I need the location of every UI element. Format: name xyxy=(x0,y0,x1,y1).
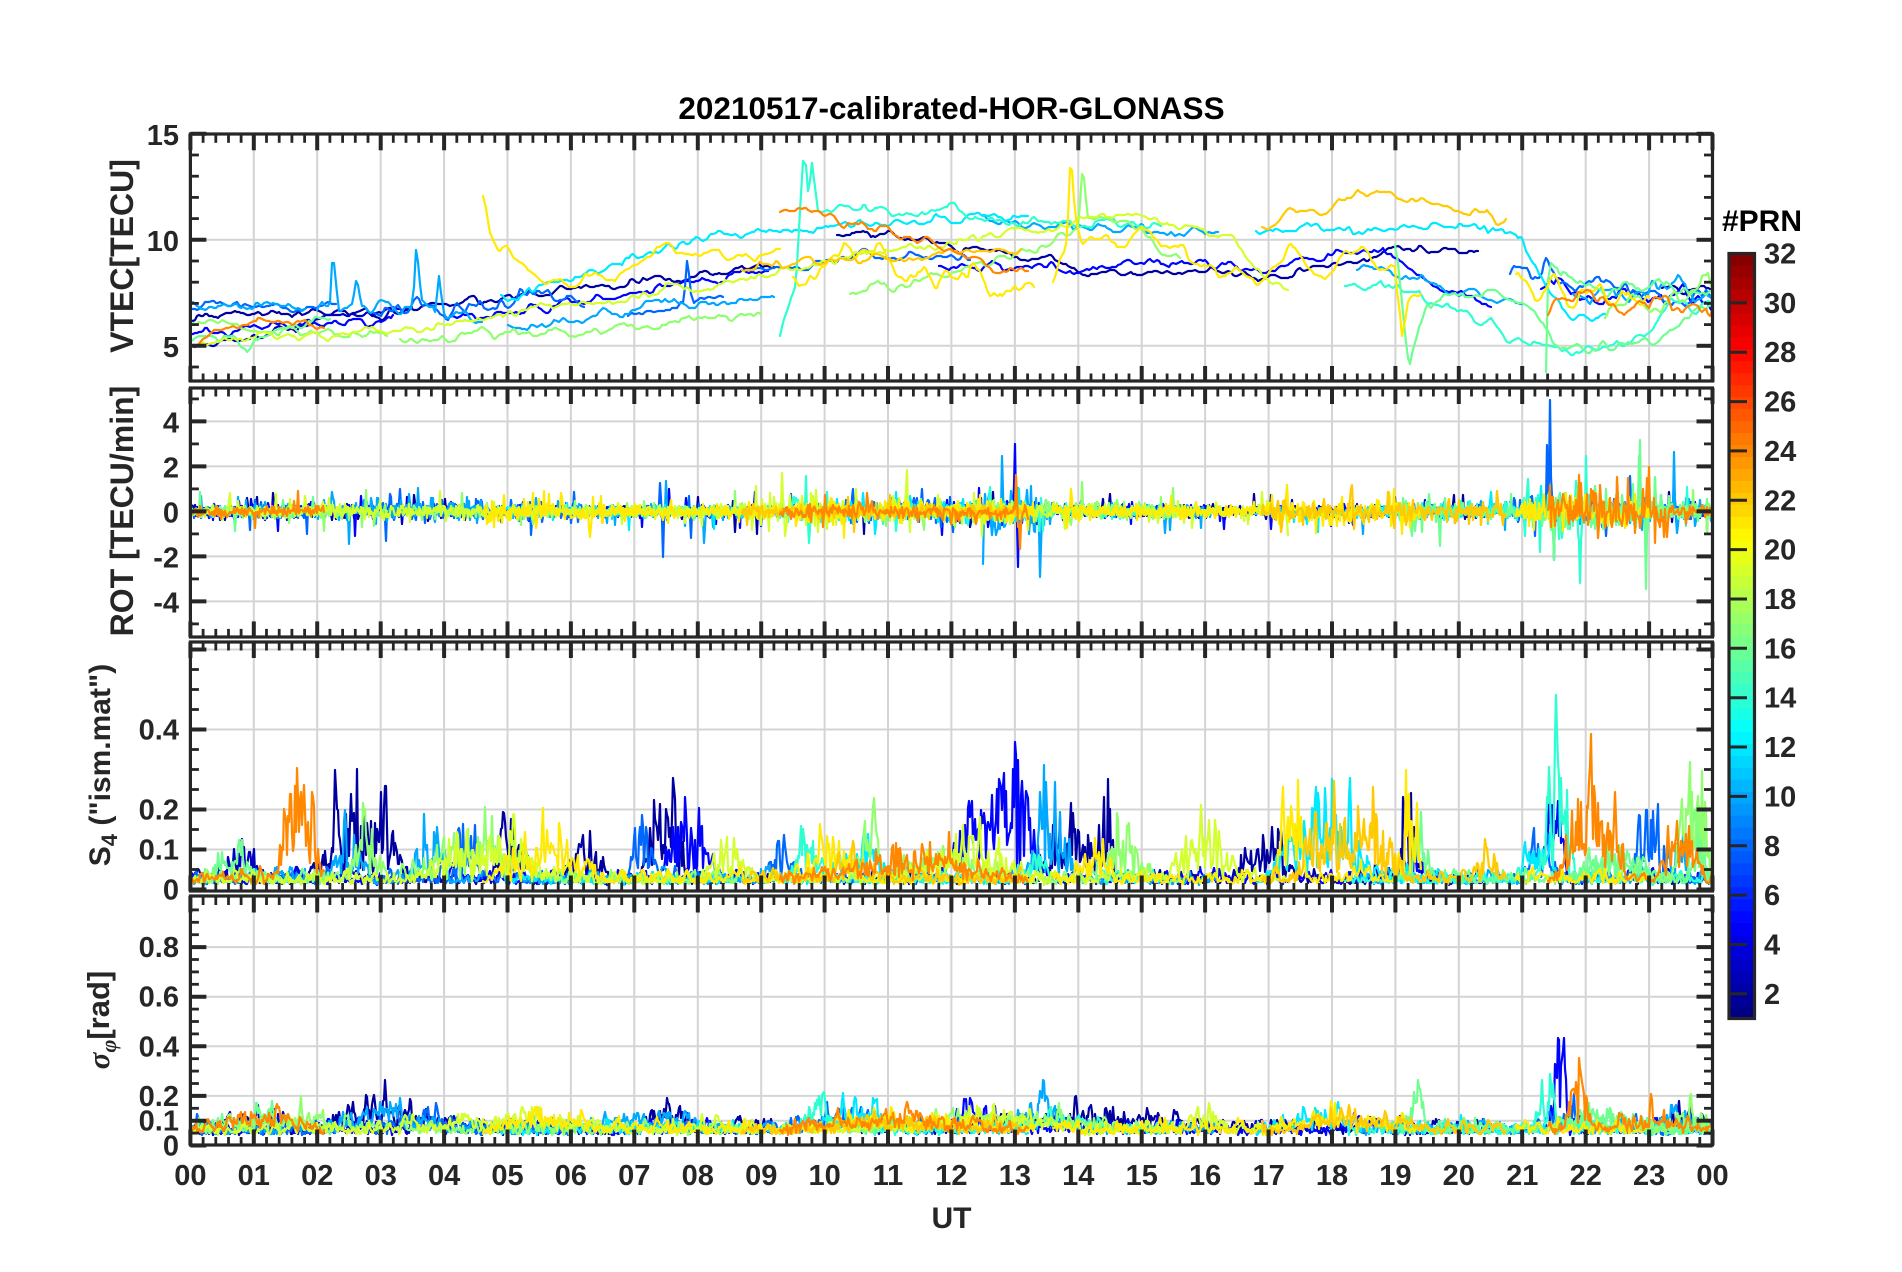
svg-text:6: 6 xyxy=(1764,880,1780,912)
svg-text:07: 07 xyxy=(618,1160,650,1192)
svg-text:0: 0 xyxy=(163,875,179,907)
svg-text:20: 20 xyxy=(1764,535,1796,567)
svg-text:0.2: 0.2 xyxy=(139,795,179,827)
svg-text:14: 14 xyxy=(1764,683,1796,715)
svg-text:11: 11 xyxy=(873,1160,904,1192)
svg-text:15: 15 xyxy=(147,120,179,152)
svg-text:03: 03 xyxy=(365,1160,397,1192)
svg-text:UT: UT xyxy=(932,1202,972,1235)
svg-text:0.1: 0.1 xyxy=(139,1106,179,1138)
svg-text:13: 13 xyxy=(999,1160,1031,1192)
svg-text:05: 05 xyxy=(491,1160,523,1192)
svg-text:01: 01 xyxy=(238,1160,270,1192)
svg-text:00: 00 xyxy=(174,1160,206,1192)
svg-text:06: 06 xyxy=(555,1160,587,1192)
svg-text:10: 10 xyxy=(1764,781,1796,813)
svg-text:17: 17 xyxy=(1252,1160,1284,1192)
svg-text:ROT [TECU/min]: ROT [TECU/min] xyxy=(104,386,140,637)
svg-text:19: 19 xyxy=(1379,1160,1411,1192)
svg-text:20: 20 xyxy=(1443,1160,1475,1192)
svg-text:26: 26 xyxy=(1764,387,1796,419)
svg-text:28: 28 xyxy=(1764,337,1796,369)
svg-text:-4: -4 xyxy=(153,587,179,619)
svg-text:5: 5 xyxy=(163,332,179,364)
svg-text:14: 14 xyxy=(1062,1160,1094,1192)
svg-text:16: 16 xyxy=(1189,1160,1221,1192)
svg-text:#PRN: #PRN xyxy=(1722,205,1802,238)
svg-text:12: 12 xyxy=(1764,732,1796,764)
svg-text:0.1: 0.1 xyxy=(139,835,179,867)
svg-text:08: 08 xyxy=(682,1160,714,1192)
svg-text:2: 2 xyxy=(1764,979,1780,1011)
svg-text:0.8: 0.8 xyxy=(139,932,179,964)
svg-text:30: 30 xyxy=(1764,288,1796,320)
svg-text:32: 32 xyxy=(1764,239,1796,271)
svg-text:0: 0 xyxy=(163,1131,179,1163)
svg-text:02: 02 xyxy=(301,1160,333,1192)
svg-text:16: 16 xyxy=(1764,633,1796,665)
svg-text:8: 8 xyxy=(1764,831,1780,863)
svg-text:0.4: 0.4 xyxy=(139,715,179,747)
svg-text:21: 21 xyxy=(1506,1160,1538,1192)
svg-text:σφ[rad]: σφ[rad] xyxy=(81,971,121,1069)
svg-text:4: 4 xyxy=(1764,930,1780,962)
svg-text:20210517-calibrated-HOR-GLONAS: 20210517-calibrated-HOR-GLONASS xyxy=(678,90,1224,126)
svg-text:23: 23 xyxy=(1633,1160,1665,1192)
svg-text:24: 24 xyxy=(1764,436,1796,468)
svg-text:18: 18 xyxy=(1764,584,1796,616)
svg-text:22: 22 xyxy=(1570,1160,1602,1192)
svg-text:S4 ("ism.mat"): S4 ("ism.mat") xyxy=(84,664,122,866)
svg-text:0.4: 0.4 xyxy=(139,1031,179,1063)
svg-text:04: 04 xyxy=(428,1160,460,1192)
svg-text:10: 10 xyxy=(147,226,179,258)
svg-text:00: 00 xyxy=(1696,1160,1728,1192)
svg-text:09: 09 xyxy=(745,1160,777,1192)
svg-text:22: 22 xyxy=(1764,485,1796,517)
svg-text:VTEC[TECU]: VTEC[TECU] xyxy=(104,159,140,353)
svg-text:0.6: 0.6 xyxy=(139,982,179,1014)
svg-text:10: 10 xyxy=(808,1160,840,1192)
svg-text:18: 18 xyxy=(1316,1160,1348,1192)
svg-text:0: 0 xyxy=(163,497,179,529)
svg-text:-2: -2 xyxy=(153,542,179,574)
svg-text:15: 15 xyxy=(1126,1160,1158,1192)
svg-text:12: 12 xyxy=(935,1160,967,1192)
svg-text:4: 4 xyxy=(163,407,179,439)
svg-text:2: 2 xyxy=(163,452,179,484)
svg-text:0.2: 0.2 xyxy=(139,1081,179,1113)
